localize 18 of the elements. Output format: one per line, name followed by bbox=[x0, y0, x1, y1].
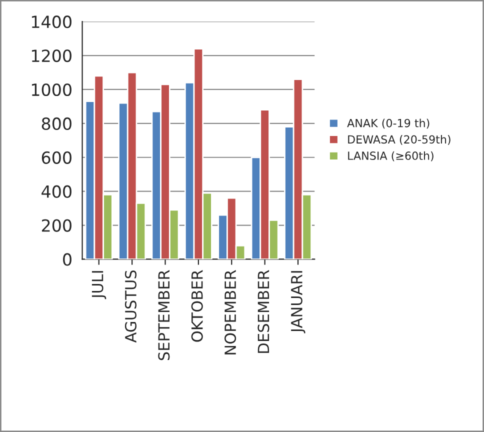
y-tick-label: 800 bbox=[42, 117, 72, 130]
x-tick-label: SEPTEMBER bbox=[158, 270, 170, 360]
x-tick-label: NOPEMBER bbox=[224, 270, 236, 354]
y-tick-label: 1200 bbox=[32, 50, 72, 62]
y-tick-label: 1400 bbox=[32, 16, 72, 28]
legend-label: LANSIA (≥60th) bbox=[348, 151, 434, 162]
x-tick-label: JULI bbox=[92, 271, 106, 300]
x-tick-label: OKTOBER bbox=[191, 270, 203, 342]
legend-label: DEWASA (20-59th) bbox=[348, 135, 450, 145]
x-tick-label: DESEMBER bbox=[258, 270, 270, 353]
y-tick-label: 0 bbox=[63, 253, 72, 266]
x-tick-label: JANUARI bbox=[291, 271, 306, 334]
y-tick-label: 1000 bbox=[32, 83, 72, 96]
x-tick-label: AGUSTUS bbox=[124, 270, 136, 343]
y-tick-label: 400 bbox=[42, 185, 72, 198]
y-tick-label: 600 bbox=[42, 151, 72, 164]
y-tick-label: 200 bbox=[42, 219, 72, 232]
legend-label: ANAK (0-19 th) bbox=[347, 118, 430, 129]
